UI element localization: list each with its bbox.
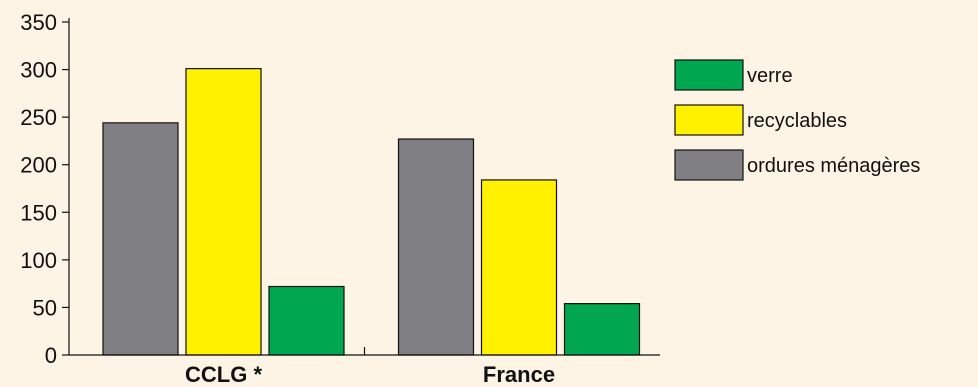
legend-label: ordures ménagères: [747, 155, 920, 177]
y-tick-label: 250: [20, 105, 57, 130]
legend-swatch: [674, 149, 744, 181]
y-axis: 0 50 100 150 200 250 300 350: [20, 10, 69, 368]
legend-label: recyclables: [747, 110, 847, 132]
y-tick-label: 350: [20, 10, 57, 35]
category-label: CCLG *: [185, 362, 262, 387]
legend-swatch: [674, 104, 744, 136]
axes: [68, 18, 660, 356]
bar-cclg-2: [268, 285, 345, 356]
y-tick-label: 200: [20, 153, 57, 178]
x-axis: CCLG * France: [185, 362, 555, 387]
legend-swatch: [674, 59, 744, 91]
bar-france-0: [397, 138, 475, 356]
y-tick-label: 0: [45, 343, 57, 368]
bar-cclg-0: [102, 122, 179, 356]
y-tick-label: 150: [20, 200, 57, 225]
y-tick-label: 100: [20, 248, 57, 273]
bar-france-2: [563, 303, 641, 356]
bar-cclg-1: [185, 68, 262, 356]
legend: verre recyclables ordures ménagères: [674, 59, 920, 181]
category-label: France: [483, 362, 555, 387]
y-tick-label: 50: [33, 295, 57, 320]
y-tick-label: 300: [20, 58, 57, 83]
bars: [102, 68, 641, 356]
legend-label: verre: [747, 65, 793, 87]
bar-france-1: [480, 179, 558, 356]
